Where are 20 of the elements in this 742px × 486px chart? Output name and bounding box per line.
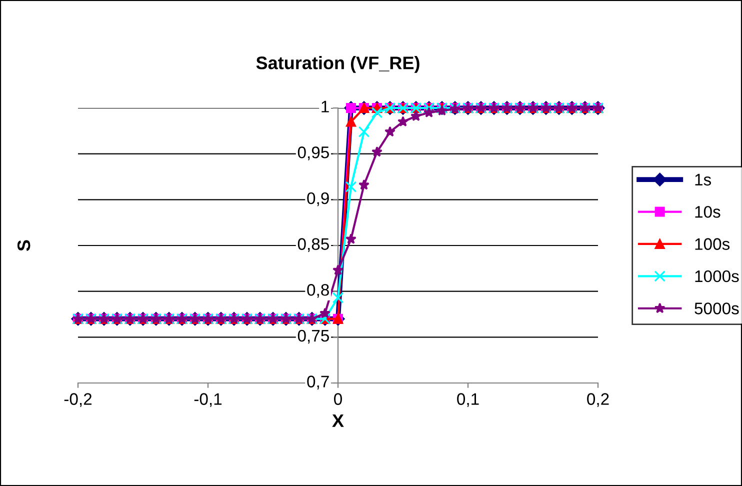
chart-title: Saturation (VF_RE)	[256, 56, 420, 73]
legend-label: 100s	[695, 238, 730, 250]
legend-label: 1s	[695, 174, 711, 186]
y-axis-title: S	[17, 240, 30, 252]
legend-label: 10s	[695, 206, 720, 218]
y-tick-label: 0,75	[298, 330, 329, 344]
y-tick-label: 0,85	[298, 238, 329, 252]
legend-label: 1000s	[695, 270, 739, 282]
y-tick-label: 1	[322, 100, 329, 112]
x-tick-label: 0	[334, 393, 342, 405]
y-tick-label: 0,8	[307, 284, 329, 298]
x-tick-label: -0,2	[64, 393, 92, 407]
x-axis-title: X	[332, 414, 344, 427]
y-tick-label: 0,95	[298, 146, 329, 160]
legend-label: 5000s	[694, 302, 739, 314]
x-tick-label: 0,1	[457, 393, 479, 407]
x-tick-label: 0,2	[587, 393, 609, 407]
x-tick-label: -0,1	[194, 393, 222, 407]
y-tick-label: 0,7	[307, 376, 329, 390]
y-tick-label: 0,9	[307, 192, 329, 206]
